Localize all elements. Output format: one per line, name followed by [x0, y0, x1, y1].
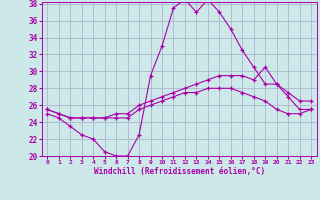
- X-axis label: Windchill (Refroidissement éolien,°C): Windchill (Refroidissement éolien,°C): [94, 167, 265, 176]
